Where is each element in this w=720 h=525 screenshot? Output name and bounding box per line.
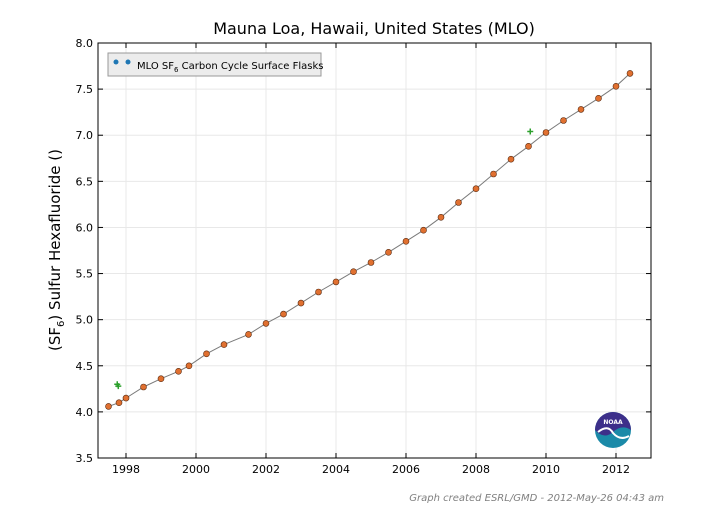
y-tick-label: 7.5 [76,83,94,96]
legend: MLO SF6 Carbon Cycle Surface Flasks [107,52,324,77]
x-tick-label: 2004 [322,463,350,476]
data-point [420,226,427,234]
y-tick-label: 5.5 [76,268,94,281]
x-tick-labels: 1998 2000 2002 2004 2006 2008 2010 2012 [112,463,630,476]
legend-label-pre: MLO SF [137,61,174,72]
data-point [385,249,392,256]
x-tick-label: 2010 [532,463,560,476]
y-axis-label-subscript: 6 [56,321,67,327]
data-point [157,375,165,383]
data-point [140,383,147,391]
y-tick-labels: 3.5 4.0 4.5 5.0 5.5 6.0 6.5 7.0 7.5 8.0 [76,37,94,465]
data-point [542,129,550,136]
noaa-logo: NOAA [595,412,631,448]
y-tick-label: 4.5 [76,360,94,373]
data-point [350,268,357,276]
legend-label: MLO SF6 Carbon Cycle Surface Flasks [137,61,324,74]
legend-marker-dot [125,59,131,65]
legend-label-subscript: 6 [174,66,179,74]
x-tick-label: 2008 [462,463,490,476]
y-tick-label: 3.5 [76,452,94,465]
noaa-logo-text: NOAA [603,419,623,426]
data-point [577,106,585,113]
data-points-layer [105,70,634,410]
y-tick-label: 6.5 [76,175,94,188]
chart-title: Mauna Loa, Hawaii, United States (MLO) [213,19,535,38]
x-tick-label: 2002 [252,463,280,476]
data-point [560,117,567,124]
y-tick-label: 8.0 [76,37,94,50]
noaa-logo-top [595,412,631,436]
data-point [332,278,340,286]
data-point [220,341,228,348]
y-tick-label: 7.0 [76,129,94,142]
x-tick-label: 2012 [602,463,630,476]
data-point [175,367,182,375]
y-tick-label: 4.0 [76,406,94,419]
x-tick-label: 2006 [392,463,420,476]
flagged-points-layer [114,128,534,390]
data-point [525,143,532,150]
data-point [626,70,634,77]
noaa-logo-bird [597,427,630,439]
data-point [367,259,375,266]
data-point [245,331,252,338]
data-point [262,320,270,327]
data-point [203,350,210,358]
y-axis-label-pre: (SF [46,327,64,351]
x-tick-label: 2000 [182,463,210,476]
data-point [185,362,193,370]
legend-marker-dot [113,59,119,65]
x-tick-label: 1998 [112,463,140,476]
flagged-data-point [527,128,534,135]
data-point [595,95,602,102]
flagged-data-point [115,383,122,390]
data-point [280,310,287,318]
data-point [315,288,322,296]
legend-box [107,52,322,77]
data-point [297,299,305,307]
data-point [122,394,130,402]
data-point [472,185,480,192]
data-point [507,155,515,163]
data-point [437,214,445,221]
data-point [105,403,112,410]
footer-credit: Graph created ESRL/GMD - 2012-May-26 04:… [409,493,664,504]
y-axis-label: (SF6) Sulfur Hexafluoride () [46,149,67,351]
legend-label-post: Carbon Cycle Surface Flasks [178,61,323,72]
ticks-layer [98,42,651,459]
data-point [402,238,410,245]
data-point [612,83,620,90]
y-tick-label: 5.0 [76,314,94,327]
data-point [115,399,123,407]
plot-area-frame [97,42,652,459]
y-tick-label: 6.0 [76,221,94,234]
y-axis-label-post: ) Sulfur Hexafluoride () [46,149,64,321]
data-point [490,170,497,178]
data-point [455,199,462,206]
